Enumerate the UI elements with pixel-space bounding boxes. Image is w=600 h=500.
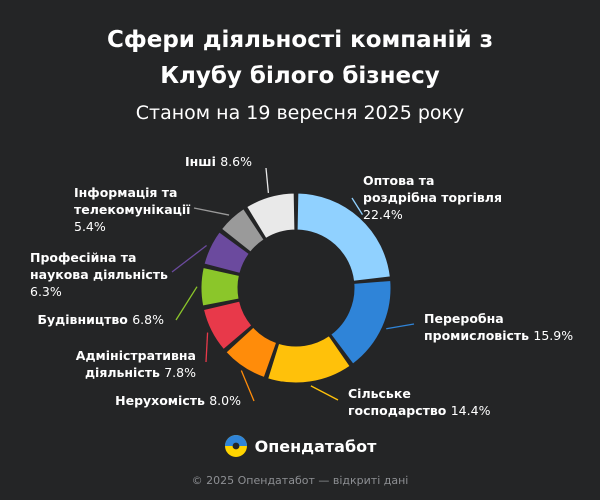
leader-line-інформація-та-телекомунікації (193, 207, 230, 216)
leader-line-будівництво (175, 286, 198, 321)
slice-адміністративна-діяльність (202, 300, 253, 350)
label-інформація-та-телекомунікації: Інформація та телекомунікації 5.4% (74, 185, 191, 234)
slice-оптова-та-роздрібна-торгівля (296, 192, 391, 282)
label-професійна-та-наукова-діяльність: Професійна та наукова діяльність 6.3% (30, 250, 168, 299)
donut-slices (200, 192, 392, 384)
chart-title: Сфери діяльності компаній з Клубу білого… (0, 22, 600, 94)
slice-професійна-та-наукова-діяльність (203, 231, 250, 274)
chart-subtitle: Станом на 19 вересня 2025 року (135, 102, 465, 124)
slice-нерухомість (225, 326, 278, 379)
chart-title-line-2: Клубу білого бізнесу (160, 63, 440, 89)
leader-line-сільське-господарство (310, 385, 339, 401)
leader-line-адміністративна-діяльність (205, 332, 209, 363)
opendatabot-logo-icon (224, 435, 247, 457)
slice-інформація-та-телекомунікації (221, 208, 265, 253)
footer-copyright: © 2025 Опендатабот — відкриті дані (191, 474, 409, 487)
brand-name: Опендатабот (254, 436, 377, 456)
label-leader-lines (171, 167, 415, 402)
label-переробна-промисловість: Переробна промисловість 15.9% (424, 311, 573, 343)
slice-сільське-господарство (267, 335, 351, 384)
slice-будівництво (200, 267, 240, 307)
label-адміністративна-діяльність: Адміністративна діяльність 7.8% (76, 348, 196, 380)
brand-logo: Опендатабот (0, 434, 600, 458)
leader-line-професійна-та-наукова-діяльність (171, 244, 207, 273)
label-нерухомість: Нерухомість 8.0% (115, 393, 241, 408)
leader-line-оптова-та-роздрібна-торгівля (351, 197, 364, 215)
slice-інші (246, 192, 296, 239)
label-оптова-та-роздрібна-торгівля: Оптова та роздрібна торгівля 22.4% (363, 173, 502, 222)
label-будівництво: Будівництво 6.8% (38, 312, 165, 327)
chart-title-line-1: Сфери діяльності компаній з (107, 27, 493, 53)
slice-переробна-промисловість (330, 279, 392, 365)
label-інші: Інші 8.6% (185, 154, 252, 169)
leader-line-переробна-промисловість (386, 323, 415, 330)
label-сільське-господарство: Сільське господарство 14.4% (348, 386, 491, 418)
slice-labels: Оптова та роздрібна торгівля 22.4% Переробн… (30, 154, 573, 418)
leader-line-інші (265, 167, 270, 193)
leader-line-нерухомість (240, 370, 255, 402)
